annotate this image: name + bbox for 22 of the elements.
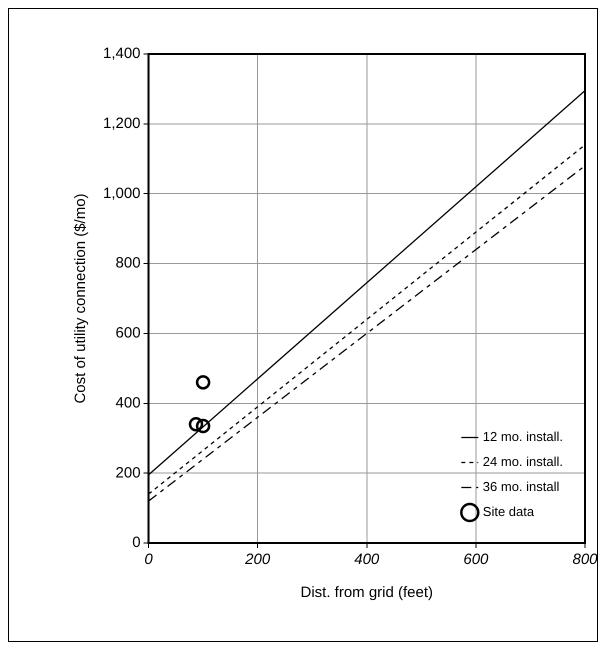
y-tick-label: 800	[116, 254, 141, 272]
x-tick-label: 600	[463, 551, 490, 568]
point	[196, 418, 210, 434]
x-tick-label: 0	[144, 551, 154, 568]
y-tick-label: 200	[116, 464, 141, 482]
x-tick-label: 200	[244, 551, 271, 568]
y-tick-label: 600	[116, 324, 141, 342]
y-tick-label: 0	[132, 534, 141, 552]
legend-label: Site data	[482, 504, 535, 520]
legend-label: 24 mo. install.	[482, 454, 563, 470]
x-tick-label: 800	[572, 551, 598, 568]
legend-label: 12 mo. install.	[482, 429, 563, 444]
y-tick-label: 1,200	[102, 115, 141, 132]
y-tick-label: 400	[116, 394, 141, 412]
y-tick-label: 1,400	[102, 45, 141, 62]
point	[196, 375, 210, 390]
legend-label: 36 mo. install	[482, 479, 560, 494]
x-axis-title: Dist. from grid (feet)	[300, 584, 434, 602]
y-axis-title: Cost of utility connection ($/mo)	[72, 193, 90, 404]
x-tick-label: 400	[354, 551, 380, 568]
y-tick-label: 1,000	[102, 184, 141, 202]
point	[188, 416, 204, 432]
